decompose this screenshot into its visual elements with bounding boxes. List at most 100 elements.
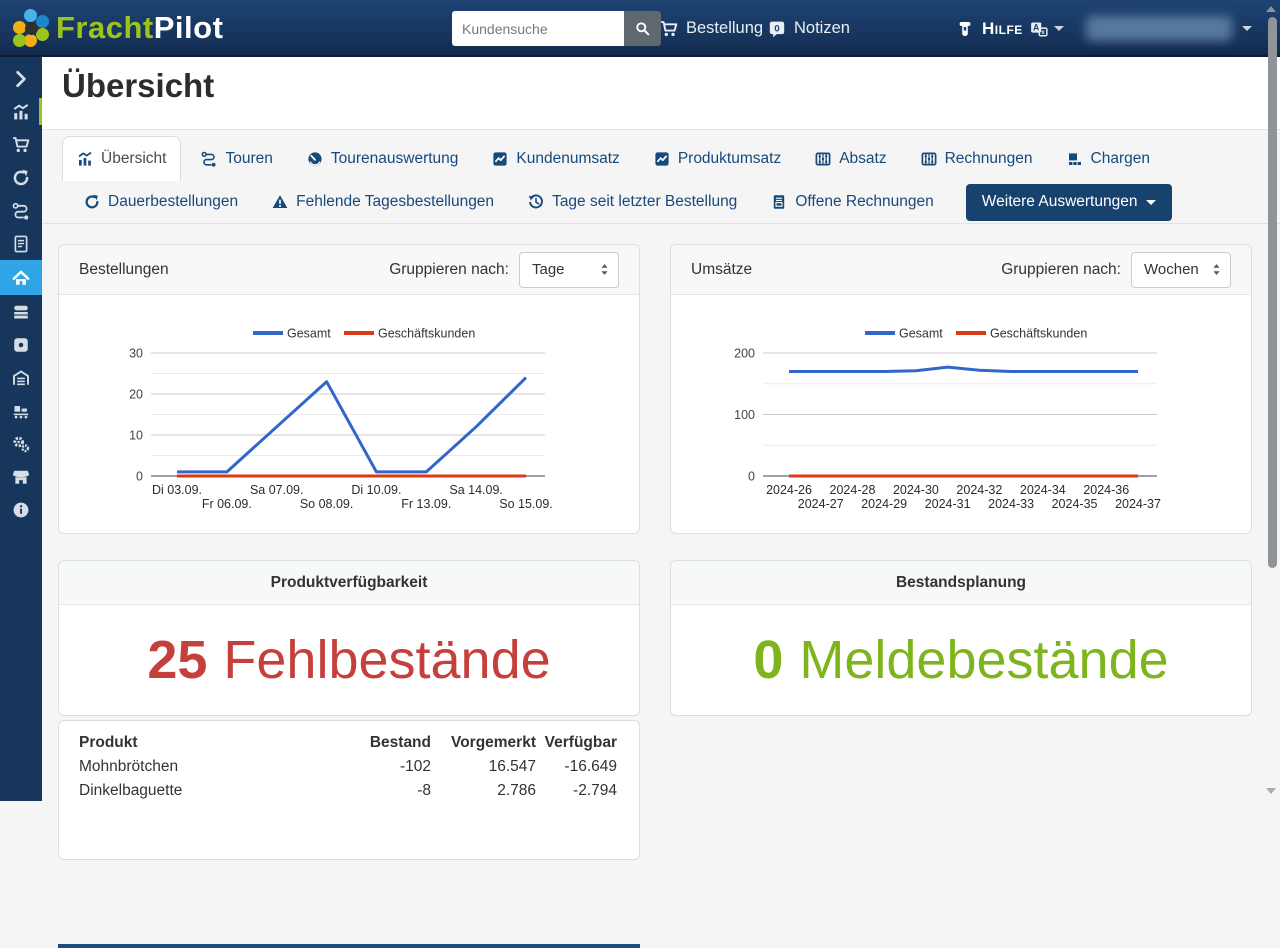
nav-hilfe-label: Hilfe — [982, 18, 1023, 38]
sort-arrows-icon — [1212, 263, 1221, 276]
tab-label: Offene Rechnungen — [795, 193, 934, 210]
route-icon — [201, 151, 217, 167]
sort-arrows-icon — [600, 263, 609, 276]
tab-label: Fehlende Tagesbestellungen — [296, 193, 495, 210]
tab-kundenumsatz[interactable]: Kundenumsatz — [478, 136, 633, 181]
svg-text:2024-37: 2024-37 — [1115, 497, 1161, 511]
chevron-down-icon — [1242, 26, 1252, 31]
svg-text:2024-30: 2024-30 — [893, 483, 939, 497]
tab-produktumsatz[interactable]: Produktumsatz — [640, 136, 795, 181]
nav-notizen[interactable]: 0 Notizen — [768, 0, 850, 57]
sidebar-item-documents[interactable] — [0, 227, 42, 260]
search-input[interactable] — [452, 11, 624, 46]
tab-label: Tage seit letzter Bestellung — [552, 193, 738, 210]
tab-tourenauswertung[interactable]: Tourenauswertung — [293, 136, 473, 181]
tab-offene-rechnungen[interactable]: Offene Rechnungen — [757, 193, 947, 211]
user-menu[interactable] — [1086, 0, 1252, 57]
group-by-value: Wochen — [1144, 261, 1199, 278]
produktverfuegbarkeit-card: Produktverfügbarkeit 25 Fehlbestände — [58, 560, 640, 716]
sidebar-item-settings[interactable] — [0, 427, 42, 460]
nav-notizen-label: Notizen — [794, 19, 850, 37]
search-button[interactable] — [624, 11, 661, 46]
bestandsplanung-title: Bestandsplanung — [671, 561, 1251, 605]
scrollbar-down-arrow[interactable] — [1266, 788, 1276, 794]
frachtpilot-flower-icon — [13, 9, 49, 47]
sidebar-item-home[interactable] — [0, 260, 42, 295]
tab-label: Übersicht — [101, 149, 167, 167]
tab-absatz[interactable]: Absatz — [801, 136, 900, 181]
sidebar-item-tours[interactable] — [0, 194, 42, 227]
weitere-auswertungen-button[interactable]: Weitere Auswertungen — [965, 183, 1173, 221]
produktverfuegbarkeit-title: Produktverfügbarkeit — [59, 561, 639, 605]
sidebar-item-production[interactable] — [0, 394, 42, 427]
scrollbar-up-arrow[interactable] — [1266, 6, 1276, 12]
tab-fehlende-tagesbestellungen[interactable]: Fehlende Tagesbestellungen — [258, 193, 508, 211]
svg-text:Sa 07.09.: Sa 07.09. — [250, 483, 304, 497]
group-by-select-wochen[interactable]: Wochen — [1131, 251, 1231, 288]
svg-text:Fr 06.09.: Fr 06.09. — [202, 497, 252, 511]
sidebar-item-statistics[interactable] — [0, 95, 42, 128]
group-by-label: Gruppieren nach: — [389, 260, 509, 278]
analytics-icon — [12, 103, 30, 121]
info-icon — [12, 501, 30, 519]
bestellungen-card: Bestellungen Gruppieren nach: Tage 0 10 20… — [58, 244, 640, 534]
refresh-icon — [84, 194, 100, 210]
tabs-row-1: Übersicht Touren Tourenauswertung Kundenums… — [62, 136, 1280, 181]
scrollbar-thumb[interactable] — [1268, 17, 1277, 568]
sidebar-item-expand[interactable] — [0, 62, 42, 95]
brand-logo[interactable]: FrachtPilot — [13, 9, 223, 47]
box-icon — [12, 336, 30, 354]
tabs-row-2: Dauerbestellungen Fehlende Tagesbestellun… — [62, 181, 1280, 223]
svg-text:Geschäftskunden: Geschäftskunden — [378, 327, 475, 341]
svg-text:0: 0 — [774, 23, 779, 34]
tab-übersicht[interactable]: Übersicht — [62, 136, 182, 181]
svg-text:0: 0 — [136, 470, 143, 484]
help-icon — [956, 20, 974, 38]
svg-text:2024-36: 2024-36 — [1083, 483, 1129, 497]
invoice-icon — [771, 194, 787, 210]
nav-bestellung-label: Bestellung — [686, 19, 764, 37]
chart-line-icon — [492, 151, 508, 167]
svg-text:10: 10 — [129, 429, 143, 443]
tab-label: Dauerbestellungen — [108, 193, 239, 210]
svg-text:2024-31: 2024-31 — [925, 497, 971, 511]
sidebar-item-packages[interactable] — [0, 328, 42, 361]
route-icon — [12, 202, 30, 220]
sidebar-item-recurring-orders[interactable] — [0, 161, 42, 194]
sidebar-item-info[interactable] — [0, 493, 42, 526]
tab-tage-seit-letzter-bestellung[interactable]: Tage seit letzter Bestellung — [514, 193, 751, 211]
tab-touren[interactable]: Touren — [187, 136, 286, 181]
tab-label: Rechnungen — [944, 149, 1033, 167]
sidebar-item-warehouse[interactable] — [0, 361, 42, 394]
meldebestaende-count: 0 — [753, 630, 784, 690]
abacus-icon — [921, 151, 937, 167]
svg-text:2024-28: 2024-28 — [830, 483, 876, 497]
bestellungen-card-title: Bestellungen — [79, 260, 169, 278]
sidebar-item-cart[interactable] — [0, 128, 42, 161]
sidebar-item-shop[interactable] — [0, 460, 42, 493]
svg-text:20: 20 — [129, 388, 143, 402]
tab-chargen[interactable]: Chargen — [1053, 136, 1164, 181]
group-by-select-tage[interactable]: Tage — [519, 251, 619, 288]
nav-hilfe[interactable]: Hilfe — [956, 0, 1023, 57]
svg-text:2024-32: 2024-32 — [956, 483, 1002, 497]
tab-rechnungen[interactable]: Rechnungen — [907, 136, 1047, 181]
svg-text:0: 0 — [748, 470, 755, 484]
user-name-blurred — [1086, 16, 1232, 41]
sidebar-item-products[interactable] — [0, 295, 42, 328]
umsaetze-chart-body: 0 100 200 Gesamt Geschäftskunden 2024-26 2024-… — [671, 295, 1251, 533]
tab-dauerbestellungen[interactable]: Dauerbestellungen — [70, 193, 252, 211]
chart-line-icon — [654, 151, 670, 167]
tab-label: Touren — [225, 149, 273, 167]
table-column-header: Produkt — [79, 734, 138, 751]
weitere-auswertungen-label: Weitere Auswertungen — [981, 193, 1138, 210]
svg-text:A: A — [1033, 22, 1040, 32]
svg-text:Di 03.09.: Di 03.09. — [152, 483, 202, 497]
nav-bestellung[interactable]: Bestellung — [660, 0, 763, 57]
top-navbar: FrachtPilot Bestellung 0 Notizen Hilfe A… — [0, 0, 1280, 57]
notes-badge-icon: 0 — [768, 20, 786, 38]
store-icon — [12, 468, 30, 486]
left-sidebar — [0, 57, 42, 801]
speedometer-icon — [307, 151, 323, 167]
